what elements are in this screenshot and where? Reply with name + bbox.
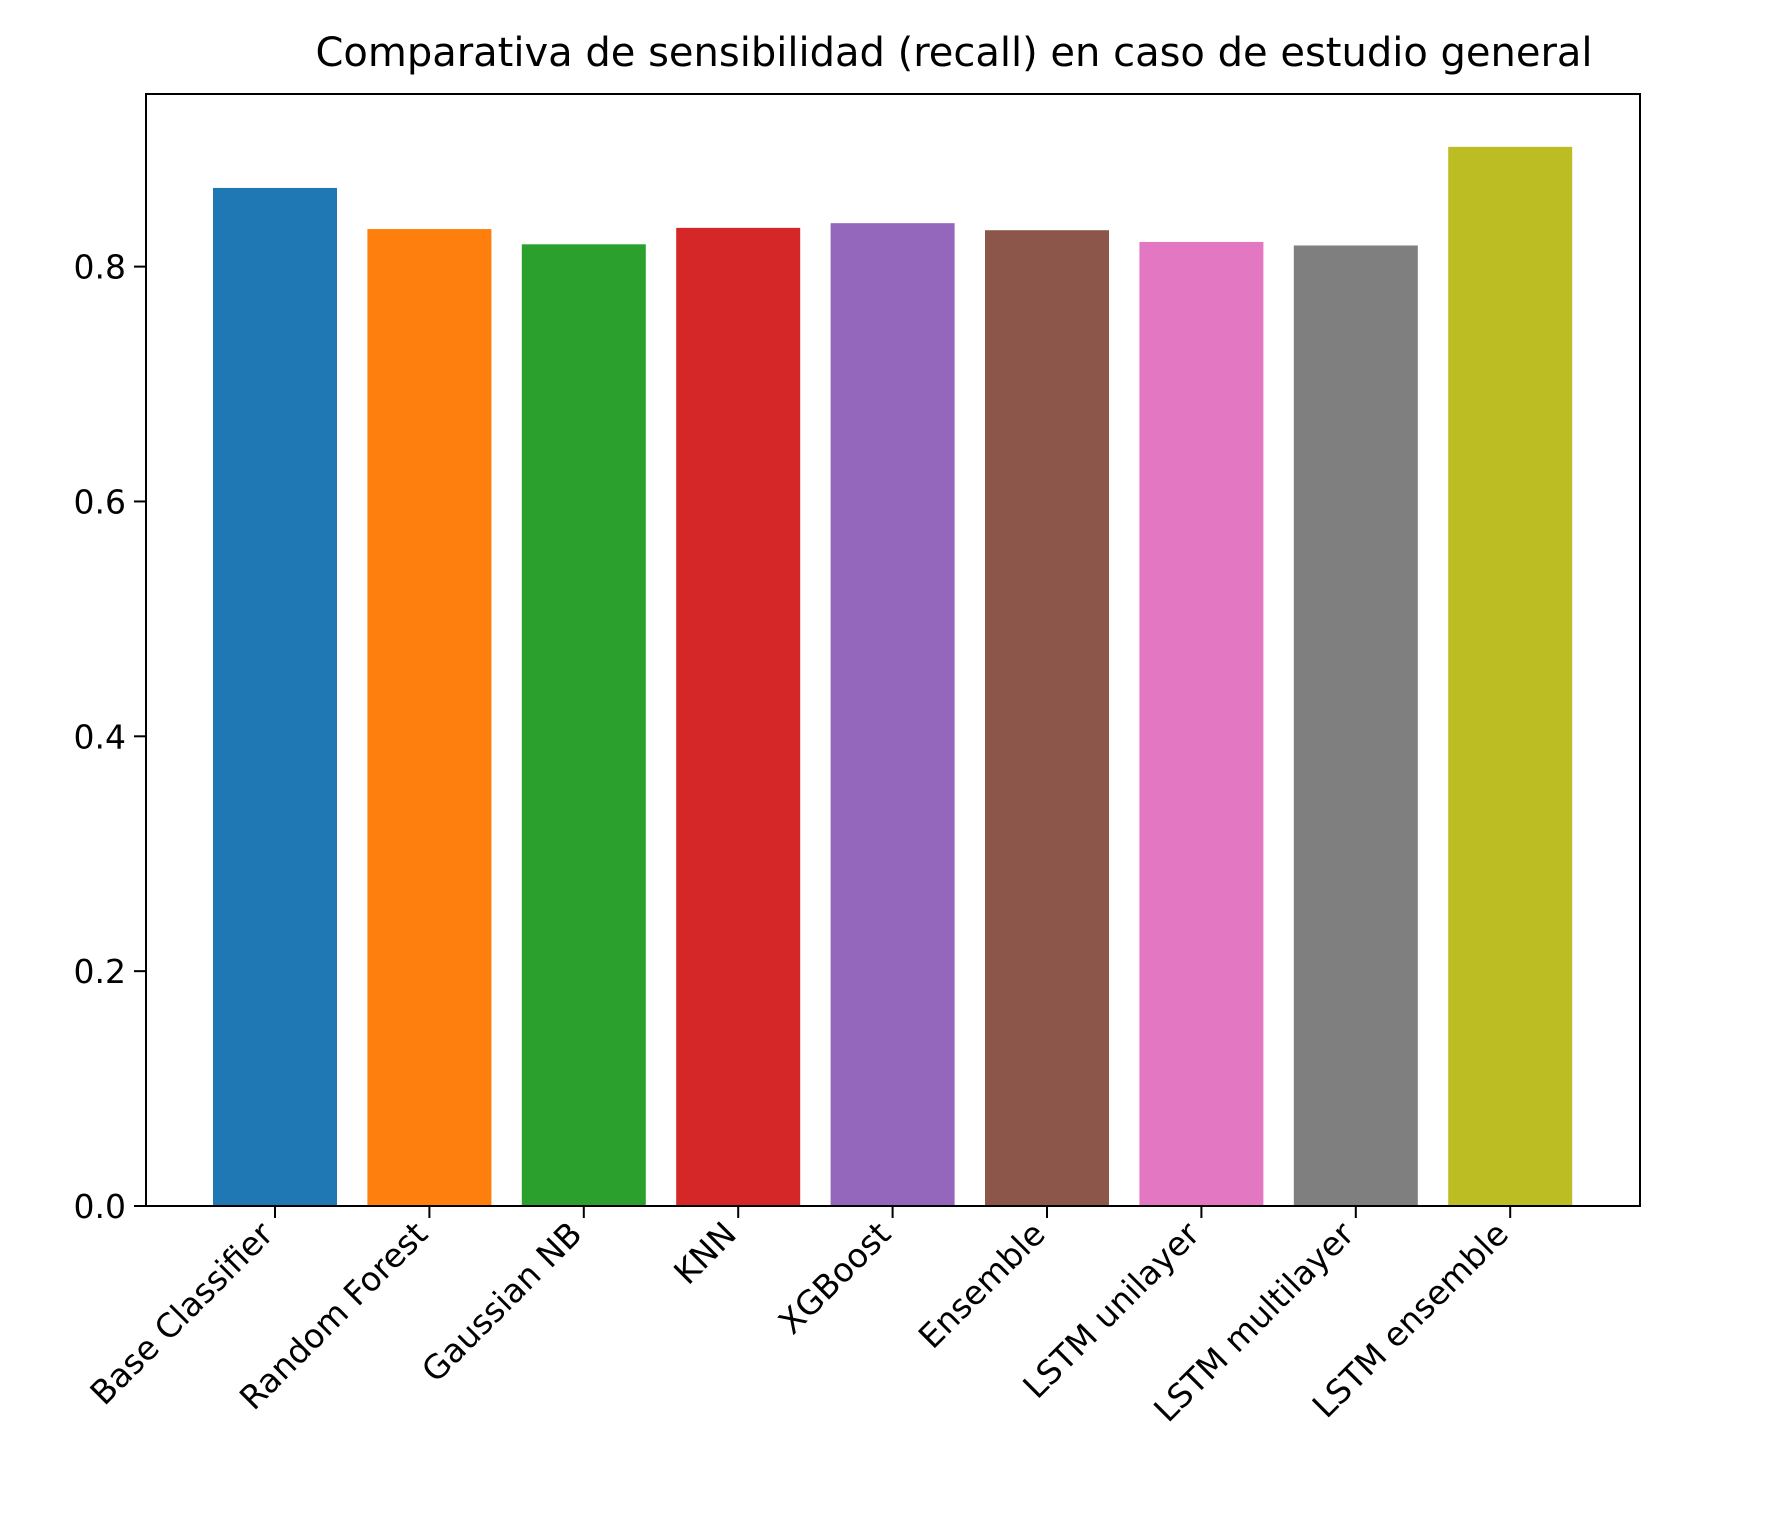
bar [676, 227, 801, 1206]
y-tick-label: 0.0 [74, 1187, 126, 1226]
y-tick-label: 0.6 [74, 482, 126, 521]
bar [830, 223, 955, 1207]
y-tick-label: 0.8 [74, 248, 126, 287]
x-tick-label: Gaussian NB [414, 1214, 590, 1390]
y-tick-label: 0.4 [74, 717, 126, 756]
bar [1448, 146, 1573, 1206]
bar [521, 244, 646, 1206]
bar [985, 230, 1109, 1207]
bar [367, 229, 492, 1206]
chart-title: Comparativa de sensibilidad (recall) en … [315, 30, 1592, 76]
x-tick-label: XGBoost [771, 1214, 899, 1342]
x-tick-label: KNN [666, 1214, 744, 1292]
y-tick-label: 0.2 [74, 952, 126, 991]
bar [213, 187, 337, 1207]
axes-frame [145, 93, 1641, 1207]
bar [1139, 241, 1264, 1206]
bar [1293, 245, 1418, 1206]
x-tick-label: Ensemble [911, 1214, 1053, 1356]
